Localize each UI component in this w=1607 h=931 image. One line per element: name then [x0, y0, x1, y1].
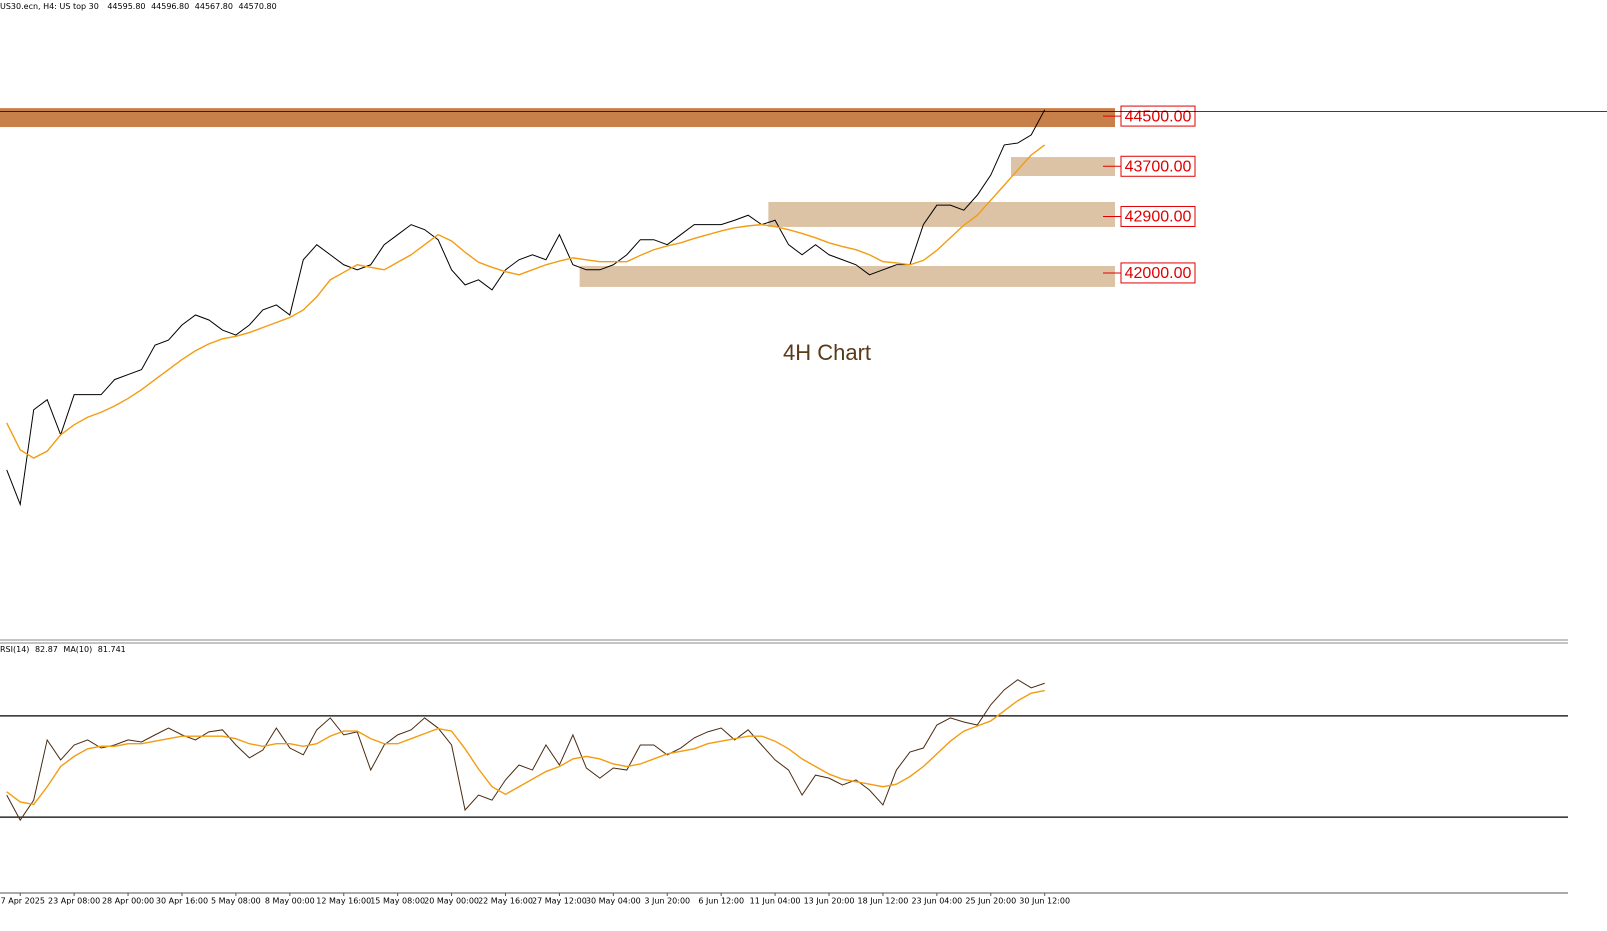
- chart-header: US30.ecn, H4: US top 30 44595.80 44596.8…: [0, 2, 277, 11]
- ma-title: MA(10): [63, 645, 92, 654]
- zone: [0, 108, 1115, 128]
- x-tick-label: 8 May 00:00: [265, 897, 315, 906]
- ma-line: [6, 689, 1045, 806]
- zone: [579, 265, 1115, 287]
- x-tick-label: 3 Jun 20:00: [644, 897, 690, 906]
- x-tick-label: 22 May 16:00: [478, 897, 533, 906]
- x-tick-label: 28 Apr 00:00: [102, 897, 154, 906]
- x-tick-label: 5 May 08:00: [211, 897, 261, 906]
- ohlc-value: 44596.80: [151, 2, 189, 11]
- ma-line: [6, 144, 1046, 459]
- x-tick-label: 18 Jun 12:00: [858, 897, 909, 906]
- zone: [768, 201, 1115, 227]
- level-box: [1120, 205, 1196, 227]
- ohlc-value: 44570.80: [239, 2, 277, 11]
- annotation: 4H Chart: [783, 340, 871, 365]
- level-label: 43700.00: [1125, 158, 1192, 175]
- rsi-value: 82.87: [35, 645, 58, 654]
- zone: [1011, 157, 1115, 176]
- x-tick-label: 23 Apr 08:00: [48, 897, 100, 906]
- x-tick-label: 30 May 04:00: [586, 897, 641, 906]
- x-tick-label: 17 Apr 2025: [0, 897, 45, 906]
- x-tick-label: 13 Jun 20:00: [804, 897, 855, 906]
- level-label: 42000.00: [1125, 265, 1192, 282]
- ohlc-value: 44595.80: [107, 2, 145, 11]
- x-tick-label: 27 May 12:00: [532, 897, 587, 906]
- x-tick-label: 12 May 16:00: [316, 897, 371, 906]
- level-box: [1120, 262, 1196, 284]
- x-tick-label: 15 May 08:00: [370, 897, 425, 906]
- level-box: [1120, 105, 1196, 127]
- rsi-title: RSI(14): [0, 645, 29, 654]
- x-tick-label: 6 Jun 12:00: [698, 897, 744, 906]
- x-tick-label: 25 Jun 20:00: [965, 897, 1016, 906]
- ohlc-value: 44567.80: [195, 2, 233, 11]
- x-tick-label: 30 Apr 16:00: [156, 897, 208, 906]
- level-label: 44500.00: [1125, 108, 1192, 125]
- price-line: [6, 679, 1045, 822]
- x-tick-label: 20 May 00:00: [424, 897, 479, 906]
- x-tick-label: 23 Jun 04:00: [911, 897, 962, 906]
- x-tick-label: 30 Jun 12:00: [1019, 897, 1070, 906]
- level-box: [1120, 155, 1196, 177]
- symbol: US30.ecn, H4: US top 30: [0, 2, 99, 11]
- x-tick-label: 11 Jun 04:00: [750, 897, 801, 906]
- rsi-header: RSI(14) 82.87 MA(10) 81.741: [0, 645, 126, 654]
- ma-value: 81.741: [98, 645, 126, 654]
- level-label: 42900.00: [1125, 209, 1192, 226]
- price-line: [6, 109, 1046, 507]
